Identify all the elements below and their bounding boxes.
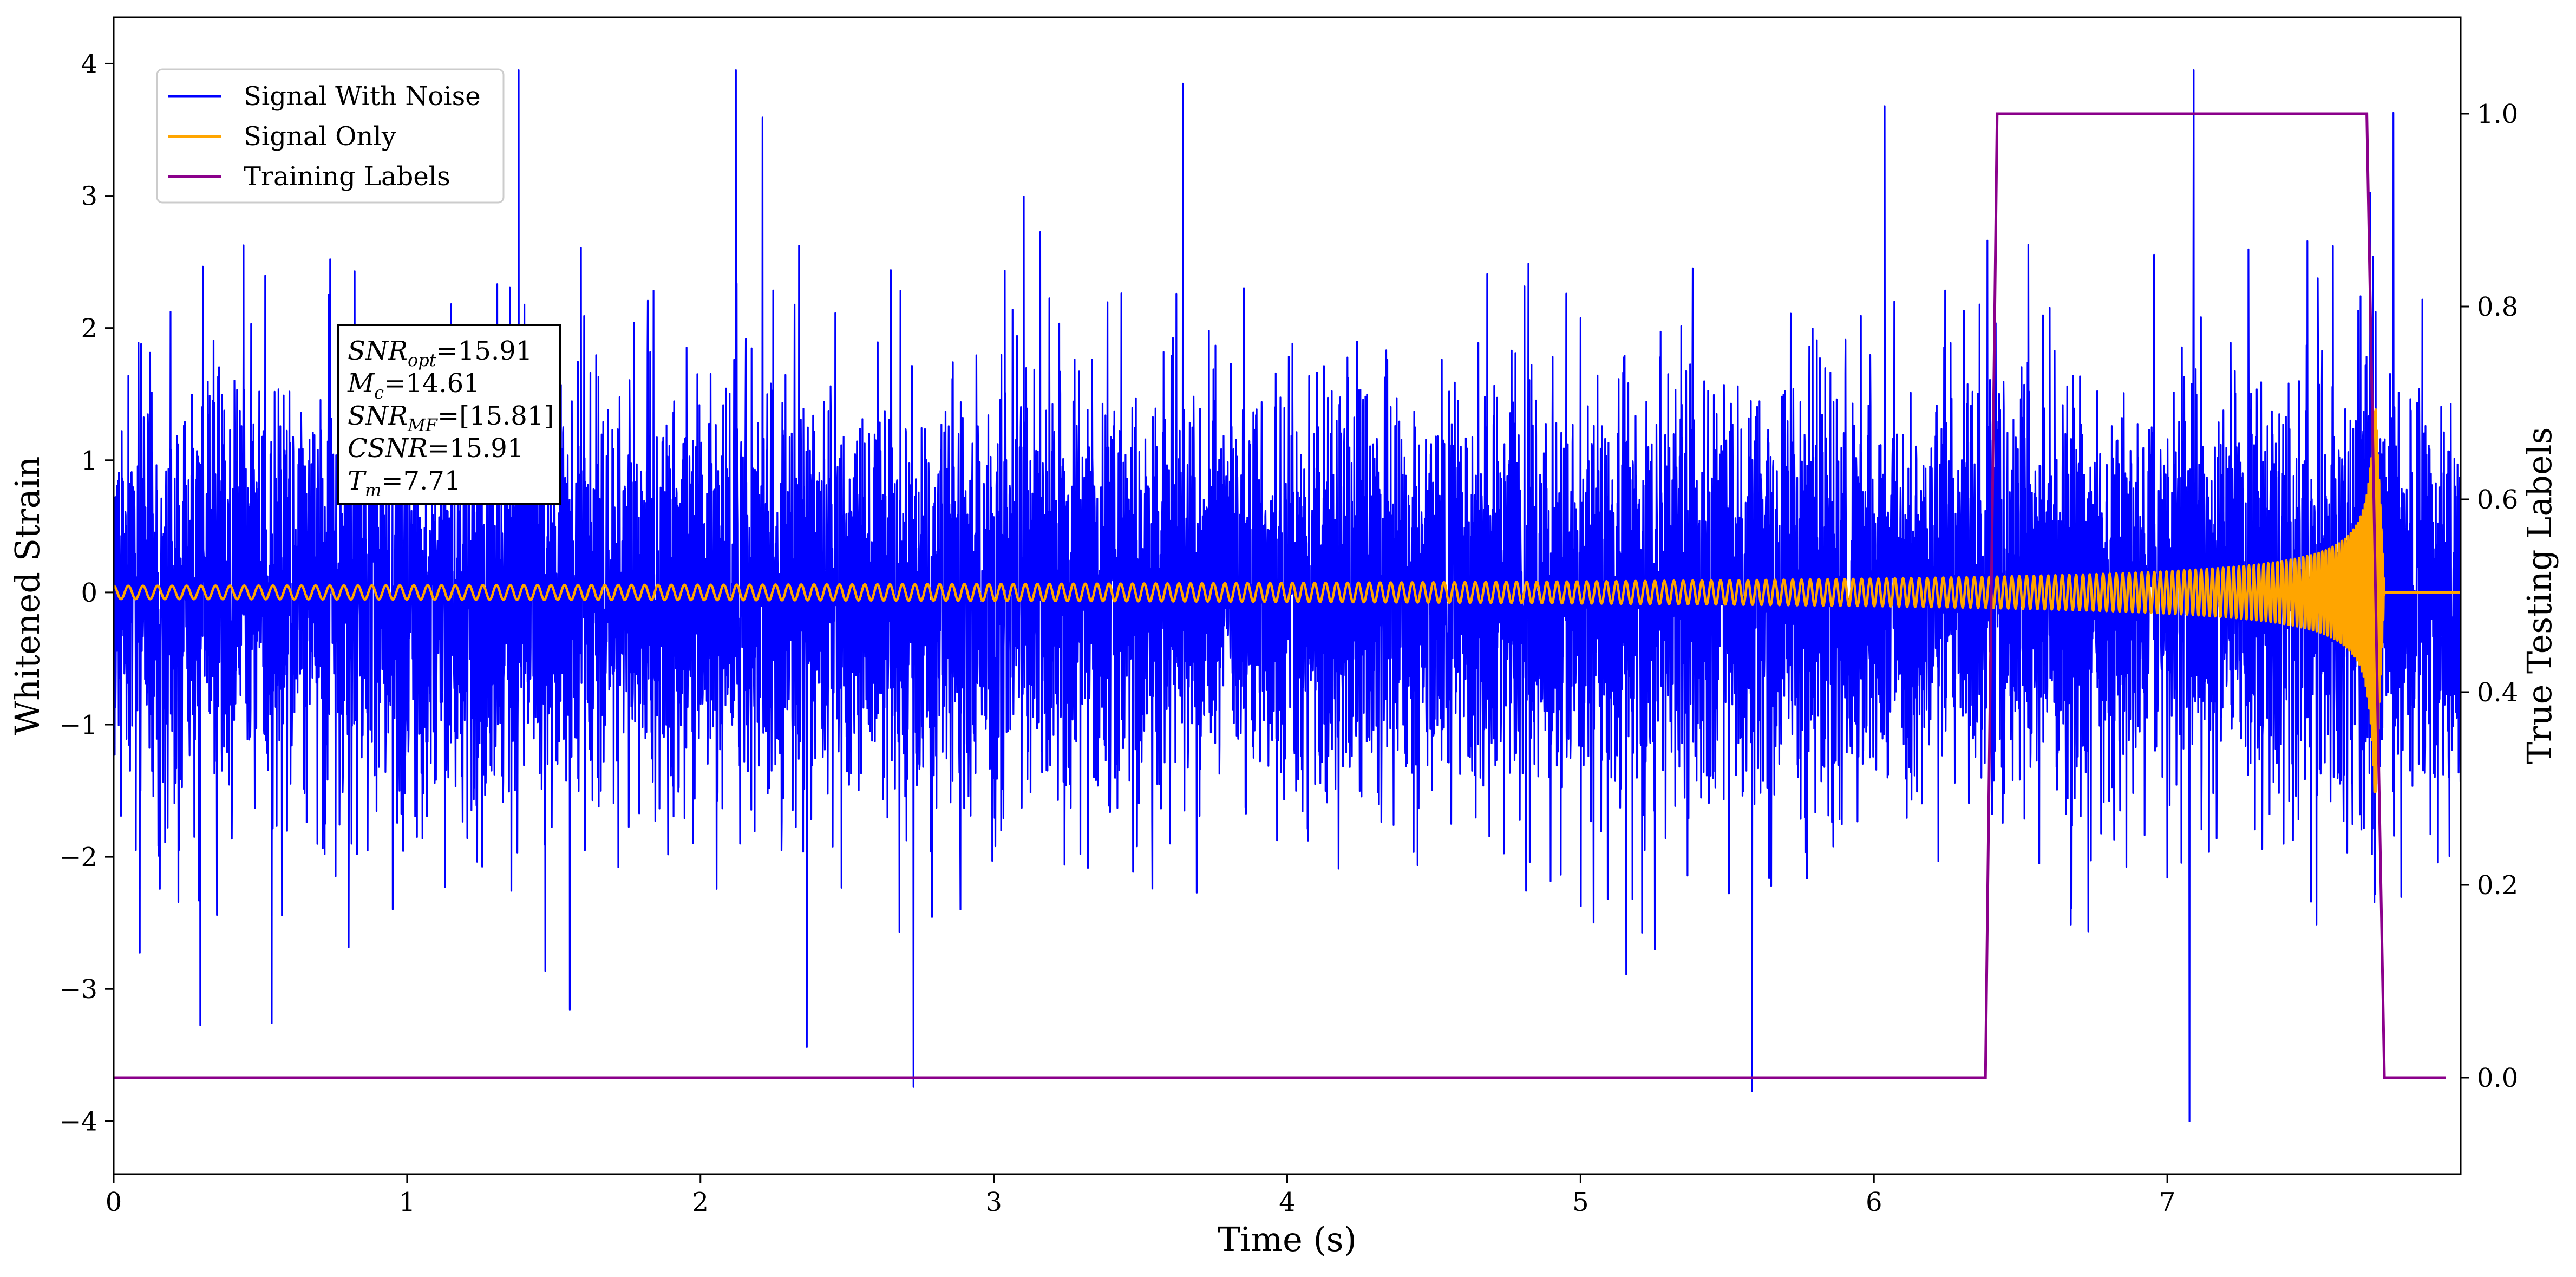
annotation-line: CSNR=15.91 bbox=[348, 433, 524, 464]
y-axis-left: −4 −3 −2 −1 0 1 2 3 4 bbox=[59, 49, 114, 1137]
y-tick-label: −2 bbox=[59, 842, 97, 872]
x-tick-label: 4 bbox=[1279, 1187, 1296, 1217]
x-tick-label: 2 bbox=[692, 1187, 709, 1217]
y-tick-label: 4 bbox=[81, 49, 97, 79]
legend-label: Signal Only bbox=[244, 121, 396, 152]
y-tick-label: 2 bbox=[81, 314, 97, 344]
y2-tick-label: 0.4 bbox=[2477, 677, 2518, 708]
y2-tick-label: 0.2 bbox=[2477, 870, 2518, 901]
y-tick-label: −3 bbox=[59, 974, 97, 1005]
legend: Signal With Noise Signal Only Training Lab… bbox=[156, 68, 505, 204]
y2-tick-label: 0.8 bbox=[2477, 292, 2518, 322]
y2-tick-label: 1.0 bbox=[2477, 99, 2518, 129]
annotation-line: Mc=14.61 bbox=[347, 368, 480, 403]
x-tick-label: 0 bbox=[106, 1187, 122, 1217]
y-tick-label: −1 bbox=[59, 710, 97, 740]
annotation-line: Tm=7.71 bbox=[348, 466, 461, 500]
annotation-line: SNRopt=15.91 bbox=[348, 336, 532, 370]
y-axis-right: 0.0 0.2 0.4 0.6 0.8 1.0 bbox=[2461, 99, 2518, 1093]
annotation-line: SNRMF=[15.81] bbox=[348, 401, 554, 435]
x-tick-label: 6 bbox=[1866, 1187, 1882, 1217]
stats-annotation-box: SNRopt=15.91Mc=14.61SNRMF=[15.81]CSNR=15… bbox=[337, 324, 561, 505]
series-training-labels bbox=[114, 112, 2446, 1079]
y-tick-label: 3 bbox=[81, 181, 97, 212]
y-tick-label: 0 bbox=[81, 578, 97, 608]
y2-tick-label: 0.6 bbox=[2477, 485, 2518, 515]
y-axis-title: Whitened Strain bbox=[8, 457, 47, 735]
y-tick-label: 1 bbox=[81, 446, 97, 476]
x-tick-label: 7 bbox=[2159, 1187, 2176, 1217]
x-tick-label: 1 bbox=[399, 1187, 416, 1217]
y2-tick-label: 0.0 bbox=[2477, 1063, 2518, 1093]
x-axis-title: Time (s) bbox=[1218, 1220, 1357, 1259]
y-tick-label: −4 bbox=[59, 1106, 97, 1137]
y2-axis-title: True Testing Labels bbox=[2520, 427, 2559, 765]
x-tick-label: 5 bbox=[1572, 1187, 1589, 1217]
legend-label: Training Labels bbox=[244, 161, 450, 192]
x-axis: 0 1 2 3 4 5 6 7 bbox=[106, 1174, 2176, 1217]
legend-label: Signal With Noise bbox=[244, 81, 481, 112]
annotation-frame bbox=[337, 324, 561, 505]
x-tick-label: 3 bbox=[985, 1187, 1002, 1217]
legend-frame bbox=[156, 68, 505, 204]
series-signal-only bbox=[114, 408, 2461, 793]
